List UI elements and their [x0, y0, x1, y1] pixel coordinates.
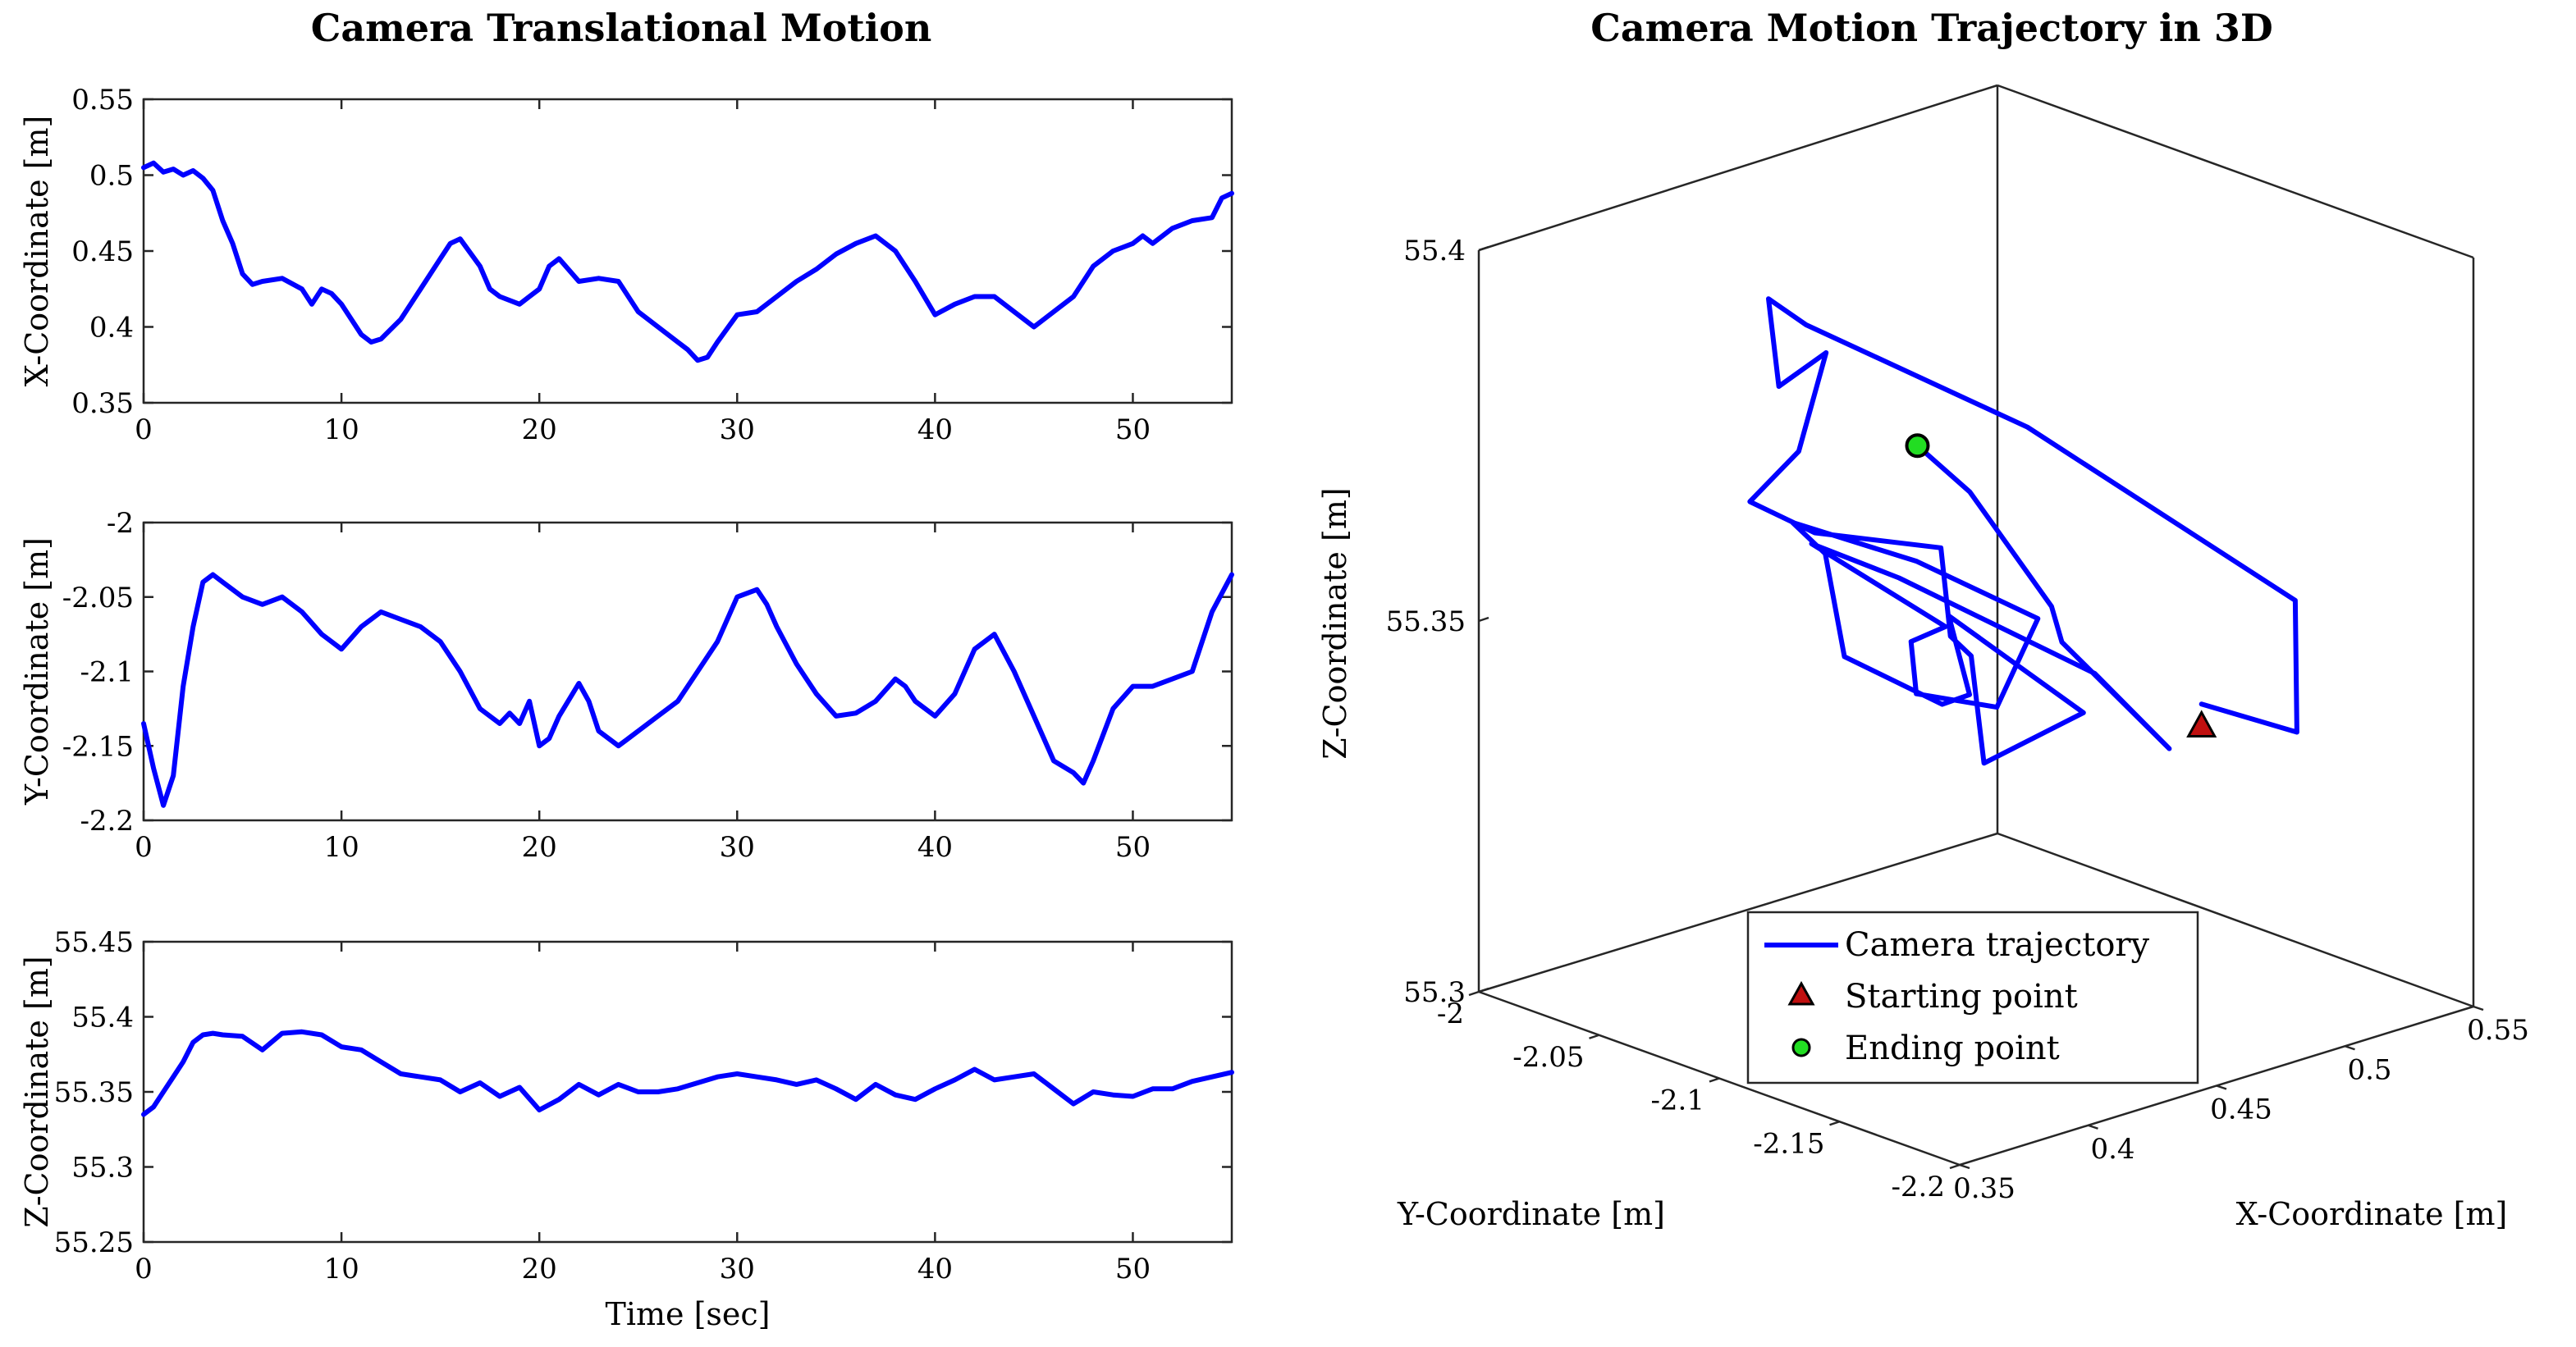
box-edge: [1997, 832, 2474, 1008]
y-tick-label: 55.45: [54, 926, 134, 959]
z-coordinate-line: [141, 1029, 1234, 1117]
y-tick-label: 0.5: [89, 160, 134, 193]
x-tick-label: 10: [323, 413, 359, 446]
x-tick-label: 0.5: [2347, 1053, 2391, 1086]
z-tick-mark: [1478, 987, 1489, 993]
x-axis-ticks: 0 10 20 30 40 50: [135, 99, 1151, 446]
x-tick-label: 40: [917, 413, 953, 446]
y-tick-label: -2: [1437, 998, 1464, 1030]
y-tick-label: -2.15: [62, 730, 134, 763]
x-tick-label: 0: [135, 413, 153, 446]
x-tick-label: 10: [323, 831, 359, 864]
x-coordinate-line: [141, 160, 1234, 363]
y-axis-label: Z-Coordinate [m]: [19, 956, 55, 1227]
y-tick-label: -2.05: [62, 582, 134, 614]
y-tick-label: -2.1: [80, 656, 134, 689]
x-axis-ticks: 0 10 20 30 40 50: [135, 523, 1151, 864]
box-edge: [1478, 832, 1998, 993]
legend-ending-point: Ending point: [1845, 1030, 2060, 1067]
x-tick-label: 20: [522, 413, 557, 446]
x-axis-label-3d: X-Coordinate [m]: [2236, 1196, 2508, 1232]
y-tick-label: 0.35: [71, 387, 134, 420]
y-tick-mark: [1829, 1121, 1840, 1126]
x-tick-label: 40: [917, 1253, 953, 1285]
3d-axis-ticks: 0.350.40.450.50.55-2.2-2.15-2.1-2.05-255…: [1386, 235, 2529, 1205]
y-axis-label: Y-Coordinate [m]: [19, 537, 55, 806]
z-tick-label: 55.35: [1386, 605, 1466, 638]
y-tick-label: 55.4: [71, 1002, 134, 1034]
x-tick-label: 50: [1115, 831, 1151, 864]
x-tick-label: 20: [522, 831, 557, 864]
z-axis-label: Z-Coordinate [m]: [1317, 487, 1353, 759]
x-tick-label: 0.55: [2467, 1014, 2529, 1047]
legend-circle-swatch: [1791, 1038, 1811, 1057]
box-edge: [1478, 84, 1998, 252]
legend-starting-point: Starting point: [1845, 978, 2078, 1016]
legend: Camera trajectory Starting point Ending …: [1746, 911, 2199, 1084]
starting-point-marker: [2186, 710, 2217, 737]
y-tick-label: -2: [107, 507, 134, 540]
x-tick-mark: [2088, 1124, 2098, 1130]
y-tick-label: 0.55: [71, 84, 134, 116]
y-tick-mark: [1589, 1034, 1599, 1039]
x-tick-label: 30: [720, 413, 755, 446]
x-tick-label: 0.35: [1953, 1172, 2016, 1205]
subplot-x-coordinate: 0 10 20 30 40 50 0.35 0.4 0.45 0.5 0.55 X-Coordin…: [19, 84, 1234, 446]
x-axis-label: Time [sec]: [605, 1296, 770, 1332]
y-tick-mark: [1709, 1077, 1720, 1083]
x-tick-label: 0.4: [2090, 1133, 2134, 1166]
x-axis-ticks: 0 10 20 30 40 50: [135, 942, 1151, 1285]
z-tick-label: 55.3: [1403, 976, 1466, 1009]
x-tick-mark: [2345, 1045, 2355, 1051]
y-axis-ticks: 55.25 55.3 55.35 55.4 55.45: [54, 926, 1232, 1259]
y-coordinate-line: [141, 572, 1234, 808]
y-axis-label-3d: Y-Coordinate [m]: [1397, 1196, 1665, 1232]
z-tick-mark: [1478, 616, 1489, 623]
x-tick-mark: [2216, 1084, 2227, 1090]
y-tick-label: -2.1: [1650, 1084, 1704, 1117]
y-tick-mark: [1468, 990, 1480, 997]
x-tick-label: 30: [720, 1253, 755, 1285]
x-tick-label: 20: [522, 1253, 557, 1285]
y-tick-mark: [1949, 1163, 1961, 1170]
y-axis-label: X-Coordinate [m]: [19, 116, 55, 387]
subplot-y-coordinate: 0 10 20 30 40 50 -2.2 -2.15 -2.1 -2.05 -2 Y-Coord…: [19, 507, 1234, 864]
subplot-z-coordinate: 0 10 20 30 40 50 55.25 55.3 55.35 55.4 55.45 Z-Co…: [19, 926, 1234, 1332]
y-axis-ticks: 0.35 0.4 0.45 0.5 0.55: [71, 84, 1232, 420]
legend-camera-trajectory: Camera trajectory: [1845, 926, 2150, 964]
x-tick-label: 50: [1115, 1253, 1151, 1285]
x-tick-label: 50: [1115, 413, 1151, 446]
x-tick-label: 0: [135, 831, 153, 864]
y-tick-label: -2.15: [1753, 1127, 1824, 1160]
y-tick-label: 0.45: [71, 235, 134, 268]
z-tick-label: 55.4: [1403, 235, 1466, 267]
right-chart-title: Camera Motion Trajectory in 3D: [1590, 6, 2272, 50]
y-tick-label: 55.25: [54, 1226, 134, 1259]
camera-trajectory-line: [1747, 296, 2299, 766]
y-tick-label: 55.35: [54, 1076, 134, 1109]
x-tick-label: 0.45: [2210, 1094, 2272, 1126]
x-tick-mark: [1959, 1163, 1970, 1170]
legend-triangle-swatch: [1787, 980, 1815, 1006]
y-axis-ticks: -2.2 -2.15 -2.1 -2.05 -2: [62, 507, 1232, 838]
x-tick-label: 30: [720, 831, 755, 864]
box-edge: [1997, 84, 2474, 259]
y-tick-label: 0.4: [89, 312, 134, 345]
y-tick-label: -2.2: [80, 805, 134, 838]
x-tick-label: 10: [323, 1253, 359, 1285]
legend-box: [1746, 911, 2199, 1084]
x-tick-label: 0: [135, 1253, 153, 1285]
x-tick-label: 40: [917, 831, 953, 864]
ending-point-marker: [1905, 433, 1930, 459]
x-tick-mark: [2473, 1005, 2484, 1011]
y-tick-label: 55.3: [71, 1152, 134, 1185]
y-tick-label: -2.05: [1512, 1041, 1584, 1074]
y-tick-label: -2.2: [1891, 1171, 1945, 1203]
left-chart-title: Camera Translational Motion: [311, 6, 932, 50]
z-tick-mark: [1478, 245, 1489, 252]
